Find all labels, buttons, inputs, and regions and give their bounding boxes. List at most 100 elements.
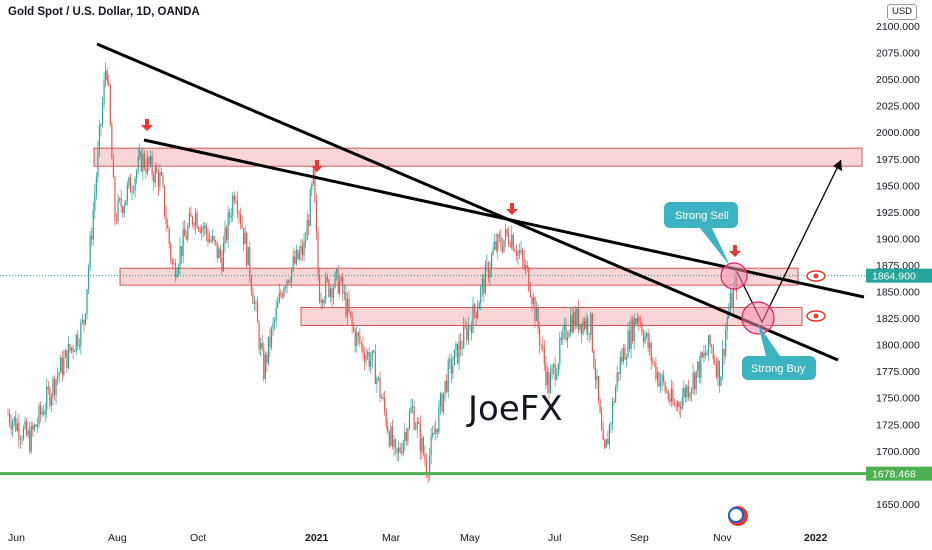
candle-body <box>717 360 719 377</box>
candle-body <box>80 322 82 346</box>
candle-body <box>244 232 246 245</box>
candle-body <box>658 372 660 387</box>
candle-body <box>270 328 273 348</box>
candle-body <box>624 347 626 360</box>
candle-body <box>487 263 490 278</box>
candle-body <box>370 361 372 367</box>
candle-body <box>255 302 257 304</box>
current-price-label: 1864.900 <box>872 271 916 283</box>
candle-body <box>571 315 573 332</box>
candle-body <box>119 198 121 200</box>
candle-body <box>39 405 42 415</box>
candle-body <box>249 246 251 278</box>
candle-body <box>112 159 114 178</box>
candle-body <box>681 397 683 409</box>
candle-body <box>362 343 364 354</box>
candle-body <box>411 406 414 408</box>
candle-body <box>639 322 641 324</box>
candle-body <box>153 174 155 183</box>
candle-body <box>225 227 228 240</box>
candle-body <box>201 227 203 233</box>
candle-body <box>145 167 147 173</box>
candle-body <box>160 172 163 176</box>
candle-body <box>170 243 172 260</box>
candle-body <box>591 313 593 351</box>
candle-body <box>396 448 398 453</box>
time-tick-label: Oct <box>190 532 206 544</box>
candle-body <box>219 248 221 258</box>
candle-body <box>447 360 449 392</box>
trendlines-layer <box>0 42 866 476</box>
candle-body <box>227 212 229 240</box>
candle-body <box>125 200 127 206</box>
candle-body <box>680 406 682 409</box>
candle-body <box>173 263 175 265</box>
candle-body <box>429 455 431 476</box>
candle-body <box>594 367 597 380</box>
candle-body <box>239 214 242 224</box>
candle-body <box>436 428 438 433</box>
candle-body <box>439 393 442 407</box>
candle-body <box>729 293 731 312</box>
candle-body <box>18 423 20 440</box>
candle-body <box>694 372 696 390</box>
candle-body <box>452 365 454 374</box>
candle-body <box>78 345 80 347</box>
candle-body <box>467 325 469 341</box>
candle-body <box>281 294 283 297</box>
candle-body <box>422 437 424 454</box>
candle-body <box>695 370 697 390</box>
candle-body <box>236 201 238 213</box>
candle-body <box>597 376 600 401</box>
candle-body <box>478 302 480 310</box>
candle-body <box>664 382 666 392</box>
time-tick-label: 2022 <box>804 532 828 544</box>
candle-body <box>196 212 198 228</box>
candle-body <box>204 225 206 229</box>
candle-body <box>666 391 668 393</box>
candle-body <box>120 198 122 207</box>
candle-body <box>433 432 435 435</box>
candle-body <box>460 341 462 350</box>
candle-body <box>512 234 514 251</box>
candle-body <box>224 227 226 244</box>
candle-body <box>52 378 54 397</box>
candle-body <box>19 439 21 441</box>
currency-badge[interactable]: USD <box>887 4 917 20</box>
candle-body <box>638 317 640 323</box>
zones-layer <box>93 147 863 326</box>
candle-body <box>613 401 615 403</box>
candle-body <box>653 362 655 364</box>
candle-body <box>60 357 62 373</box>
candle-body <box>317 232 319 275</box>
candle-body <box>108 80 110 86</box>
candle-body <box>669 399 671 402</box>
candle-body <box>187 226 189 240</box>
candle-body <box>545 363 547 385</box>
candle-body <box>480 287 482 303</box>
current-price-tag <box>866 268 932 283</box>
candle-body <box>190 213 192 217</box>
candle-body <box>91 235 93 240</box>
price-tick-label: 2025.000 <box>876 101 920 113</box>
candle-body <box>334 272 336 288</box>
candle-body <box>523 258 525 268</box>
candle-body <box>529 290 531 297</box>
candle-body <box>709 335 711 345</box>
sell-arrow-icon <box>311 160 323 172</box>
candle-body <box>308 220 310 226</box>
candle-body <box>684 387 686 398</box>
candle-body <box>458 341 460 364</box>
candle-body <box>446 380 448 392</box>
candle-body <box>61 357 63 376</box>
candle-body <box>453 349 455 366</box>
candle-body <box>574 311 576 327</box>
candle-body <box>576 308 578 327</box>
candle-body <box>418 421 420 424</box>
candle-body <box>168 228 170 244</box>
candle-body <box>105 70 107 81</box>
candle-body <box>503 240 505 252</box>
candle-body <box>154 167 156 183</box>
candle-body <box>142 153 144 172</box>
